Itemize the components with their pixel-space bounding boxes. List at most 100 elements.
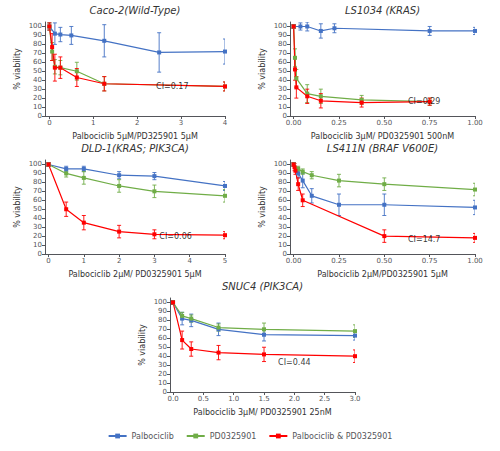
svg-text:0: 0 [38, 250, 42, 258]
svg-text:90: 90 [158, 307, 167, 315]
svg-text:100: 100 [274, 160, 287, 168]
svg-text:2.0: 2.0 [289, 395, 300, 403]
svg-text:1: 1 [82, 257, 86, 265]
svg-text:1.00: 1.00 [467, 119, 483, 127]
svg-text:80: 80 [33, 178, 42, 186]
svg-text:10: 10 [278, 241, 287, 249]
svg-text:Palbociclib 2μM/ PD0325901 5μM: Palbociclib 2μM/ PD0325901 5μM [68, 270, 201, 279]
svg-text:2: 2 [135, 119, 139, 127]
svg-text:% viability: % viability [13, 48, 22, 90]
svg-text:20: 20 [278, 94, 287, 102]
svg-text:0.00: 0.00 [286, 257, 302, 265]
svg-text:Palbociclib 3μM/ PD0325901 500: Palbociclib 3μM/ PD0325901 500nM [311, 132, 454, 141]
svg-text:1: 1 [91, 119, 95, 127]
svg-text:Caco-2(Wild-Type): Caco-2(Wild-Type) [90, 5, 181, 16]
svg-text:5: 5 [223, 257, 227, 265]
svg-text:Palbociclib: Palbociclib [132, 432, 174, 441]
svg-text:80: 80 [278, 178, 287, 186]
svg-text:100: 100 [29, 22, 42, 30]
svg-text:90: 90 [33, 169, 42, 177]
svg-text:Palbociclib 2μM/PD0325901 5μM: Palbociclib 2μM/PD0325901 5μM [317, 270, 448, 279]
svg-text:60: 60 [158, 334, 167, 342]
svg-text:90: 90 [278, 31, 287, 39]
svg-text:90: 90 [278, 169, 287, 177]
svg-text:LS411N (BRAF V600E): LS411N (BRAF V600E) [327, 143, 438, 154]
svg-text:CI=14.7: CI=14.7 [408, 235, 440, 244]
svg-text:Palbociclib 5μM/PD325901 5μM: Palbociclib 5μM/PD325901 5μM [72, 132, 198, 141]
svg-text:70: 70 [33, 49, 42, 57]
svg-text:10: 10 [33, 241, 42, 249]
svg-text:20: 20 [278, 232, 287, 240]
svg-text:4: 4 [187, 257, 192, 265]
svg-text:70: 70 [33, 187, 42, 195]
svg-text:% viability: % viability [258, 48, 267, 90]
svg-text:% viability: % viability [258, 186, 267, 228]
svg-text:50: 50 [278, 67, 287, 75]
svg-text:CI=0.17: CI=0.17 [156, 82, 188, 91]
svg-text:Palbociclib 3μM/ PD0325901 25n: Palbociclib 3μM/ PD0325901 25nM [193, 408, 331, 417]
svg-text:LS1034 (KRAS): LS1034 (KRAS) [345, 5, 420, 16]
svg-text:0.25: 0.25 [331, 257, 347, 265]
svg-text:40: 40 [278, 76, 287, 84]
svg-text:1.00: 1.00 [467, 257, 483, 265]
svg-text:4: 4 [223, 119, 228, 127]
svg-text:PD0325901: PD0325901 [210, 432, 257, 441]
svg-text:40: 40 [278, 214, 287, 222]
svg-text:0.50: 0.50 [377, 119, 393, 127]
svg-text:60: 60 [278, 58, 287, 66]
svg-text:70: 70 [278, 187, 287, 195]
svg-text:SNUC4 (PIK3CA): SNUC4 (PIK3CA) [222, 281, 303, 292]
svg-text:0.5: 0.5 [198, 395, 209, 403]
svg-text:50: 50 [33, 67, 42, 75]
svg-text:30: 30 [278, 223, 287, 231]
svg-text:% viability: % viability [138, 324, 147, 366]
svg-text:3: 3 [152, 257, 156, 265]
svg-text:0.00: 0.00 [286, 119, 302, 127]
svg-text:CI=0.44: CI=0.44 [278, 358, 310, 367]
svg-text:50: 50 [278, 205, 287, 213]
svg-text:60: 60 [33, 58, 42, 66]
svg-text:80: 80 [158, 316, 167, 324]
svg-text:0: 0 [46, 257, 50, 265]
svg-text:1.0: 1.0 [228, 395, 239, 403]
svg-text:CI=0.06: CI=0.06 [159, 232, 191, 241]
svg-text:30: 30 [33, 85, 42, 93]
svg-text:40: 40 [33, 76, 42, 84]
svg-text:0.75: 0.75 [422, 257, 438, 265]
svg-text:0.25: 0.25 [331, 119, 347, 127]
svg-text:20: 20 [33, 94, 42, 102]
svg-text:80: 80 [278, 40, 287, 48]
svg-text:80: 80 [33, 40, 42, 48]
svg-text:1.5: 1.5 [258, 395, 269, 403]
svg-text:10: 10 [158, 379, 167, 387]
svg-text:3.0: 3.0 [349, 395, 360, 403]
svg-text:50: 50 [158, 343, 167, 351]
svg-text:20: 20 [158, 370, 167, 378]
svg-text:% viability: % viability [13, 186, 22, 228]
svg-text:0.50: 0.50 [377, 257, 393, 265]
svg-text:Palbociclib & PD0325901: Palbociclib & PD0325901 [292, 432, 392, 441]
svg-text:2.5: 2.5 [319, 395, 330, 403]
svg-text:2: 2 [117, 257, 121, 265]
svg-text:DLD-1(KRAS; PIK3CA): DLD-1(KRAS; PIK3CA) [81, 143, 189, 154]
svg-text:3: 3 [179, 119, 183, 127]
svg-text:CI=0.29: CI=0.29 [408, 97, 440, 106]
svg-text:30: 30 [158, 361, 167, 369]
svg-text:30: 30 [278, 85, 287, 93]
svg-text:30: 30 [33, 223, 42, 231]
svg-text:100: 100 [29, 160, 42, 168]
svg-text:20: 20 [33, 232, 42, 240]
svg-text:0: 0 [47, 119, 51, 127]
svg-text:60: 60 [33, 196, 42, 204]
svg-text:10: 10 [278, 103, 287, 111]
svg-text:10: 10 [33, 103, 42, 111]
svg-text:40: 40 [158, 352, 167, 360]
svg-text:100: 100 [154, 298, 167, 306]
svg-text:60: 60 [278, 196, 287, 204]
svg-text:90: 90 [33, 31, 42, 39]
svg-text:70: 70 [278, 49, 287, 57]
svg-text:70: 70 [158, 325, 167, 333]
svg-text:40: 40 [33, 214, 42, 222]
svg-text:100: 100 [274, 22, 287, 30]
svg-text:0.75: 0.75 [422, 119, 438, 127]
